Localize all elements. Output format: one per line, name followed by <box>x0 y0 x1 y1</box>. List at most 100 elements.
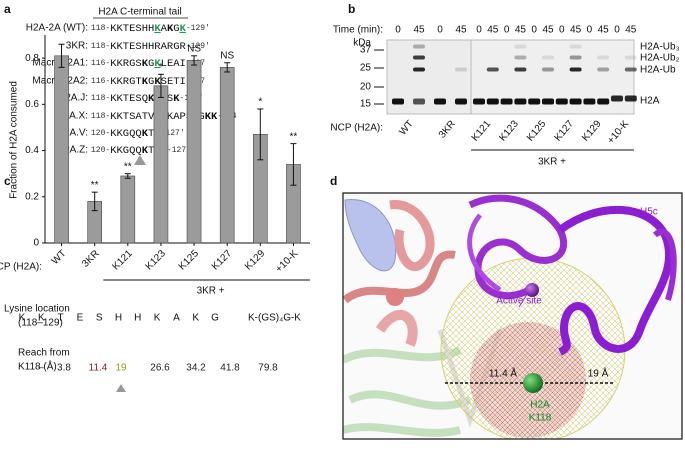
time-value: 0 <box>476 25 482 36</box>
error-bar <box>224 62 231 73</box>
residue: K <box>38 313 45 324</box>
residue: S <box>96 313 103 324</box>
sequence-segment: KKRGT <box>110 76 142 88</box>
sequence-segment: K <box>154 58 161 70</box>
time-value: 45 <box>542 25 554 36</box>
sequence-segment: K <box>154 23 161 35</box>
sequence-segment: 118- <box>91 112 110 121</box>
time-value: 0 <box>504 25 510 36</box>
significance: ** <box>124 161 132 172</box>
bar <box>186 60 202 244</box>
band-label: H2A <box>640 96 660 107</box>
time-value: 45 <box>625 25 637 36</box>
bar <box>153 85 169 244</box>
position-arrow <box>134 155 146 165</box>
sequence-segment: 118- <box>91 42 110 51</box>
sequence-segment: KKGQQ <box>110 145 142 157</box>
blot-band <box>569 55 582 60</box>
significance: ** <box>290 131 298 142</box>
blot-band <box>597 98 610 105</box>
blot-band <box>542 98 554 105</box>
residue: H <box>115 313 122 324</box>
blot-band <box>514 55 527 60</box>
y-tick-label: 0.8 <box>25 53 39 64</box>
sequence: 118-KKTESQKTKSK-128′ <box>91 93 204 105</box>
reach-value: 34.2 <box>186 363 206 374</box>
blot-band <box>624 95 637 102</box>
target-label: H2A <box>530 400 550 411</box>
sequence-segment: K <box>154 76 161 88</box>
ribbon-purple <box>467 213 502 293</box>
ribbon-purple <box>653 228 677 301</box>
blot-band <box>392 98 404 105</box>
time-value: 45 <box>570 25 582 36</box>
marker-label: 15 <box>360 99 372 110</box>
ribbon-pink <box>343 250 456 304</box>
row-name: H2A.V: <box>57 128 88 139</box>
sequence-segment: KKGQQ <box>110 128 142 140</box>
bar <box>219 67 235 244</box>
error-bar <box>191 55 198 66</box>
k118-atom <box>523 373 543 393</box>
error-bar <box>124 173 131 179</box>
sequence-segment: KK <box>205 111 218 123</box>
blot-band <box>611 95 623 102</box>
ribbon-pink <box>389 200 435 271</box>
protein-label: UbcH5c <box>622 207 658 218</box>
significance: * <box>258 97 262 108</box>
table-label: (118–129) <box>18 318 63 329</box>
error-bar <box>257 108 264 161</box>
active-site-atom <box>525 283 539 297</box>
panel-title: H2A C-terminal tail <box>98 7 181 18</box>
site-label: Active site <box>496 296 542 307</box>
blot-band <box>569 67 582 72</box>
blot-band <box>514 98 527 105</box>
ribbon-blue <box>344 199 397 272</box>
time-value: 45 <box>413 25 425 36</box>
sequence-segment: G <box>148 76 154 88</box>
target-label: K118 <box>529 413 552 424</box>
sequence-segment: LEAI <box>161 58 186 70</box>
blot-band <box>514 67 527 72</box>
marker-label: 25 <box>360 63 372 74</box>
panel-label: b <box>348 2 355 16</box>
sequence-segment: K <box>142 76 149 88</box>
time-value: 45 <box>487 25 499 36</box>
residue: K <box>154 313 161 324</box>
sequence-segment: K <box>180 23 187 35</box>
reach-value: 41.8 <box>220 363 240 374</box>
band-label: H2A-Ub₃ <box>640 42 680 53</box>
residue: K <box>192 313 199 324</box>
sequence-segment: -129′ <box>186 24 210 33</box>
sequence-segment: 118- <box>91 94 110 103</box>
sequence-segment: 116- <box>91 59 110 68</box>
significance: ** <box>91 180 99 191</box>
ribbon-purple <box>557 206 674 356</box>
ncp-label: NCP (H2A): <box>330 123 383 134</box>
sequence-segment: K <box>142 128 149 140</box>
radius-label: 19 Å <box>588 367 609 380</box>
bar <box>54 55 69 244</box>
lane-label: K129 <box>580 118 604 143</box>
panel-label: d <box>330 174 337 188</box>
marker-label: 20 <box>360 82 372 93</box>
time-value: 0 <box>531 25 537 36</box>
sequence: 120-KKGQQKTVE-127′ <box>91 145 191 157</box>
x-tick-label: K121 <box>111 248 136 273</box>
blot-band <box>542 55 554 60</box>
time-value: 0 <box>559 25 565 36</box>
sequence-segment: -127′ <box>167 146 191 155</box>
band-label: H2A-Ub <box>640 65 676 76</box>
blot-band <box>486 67 499 72</box>
time-value: 0 <box>614 25 620 36</box>
reach-value: – <box>38 363 44 374</box>
row-name: H2A.X: <box>56 111 88 122</box>
blot-band <box>624 55 637 60</box>
sequence-segment: 120- <box>91 129 110 138</box>
panel-label: a <box>4 2 11 16</box>
blot-band <box>455 98 467 105</box>
table-label: K118 (Å) <box>18 360 57 373</box>
lane-label: K125 <box>525 118 549 143</box>
band-label: H2A-Ub₂ <box>640 53 680 64</box>
residue: E <box>77 313 84 324</box>
